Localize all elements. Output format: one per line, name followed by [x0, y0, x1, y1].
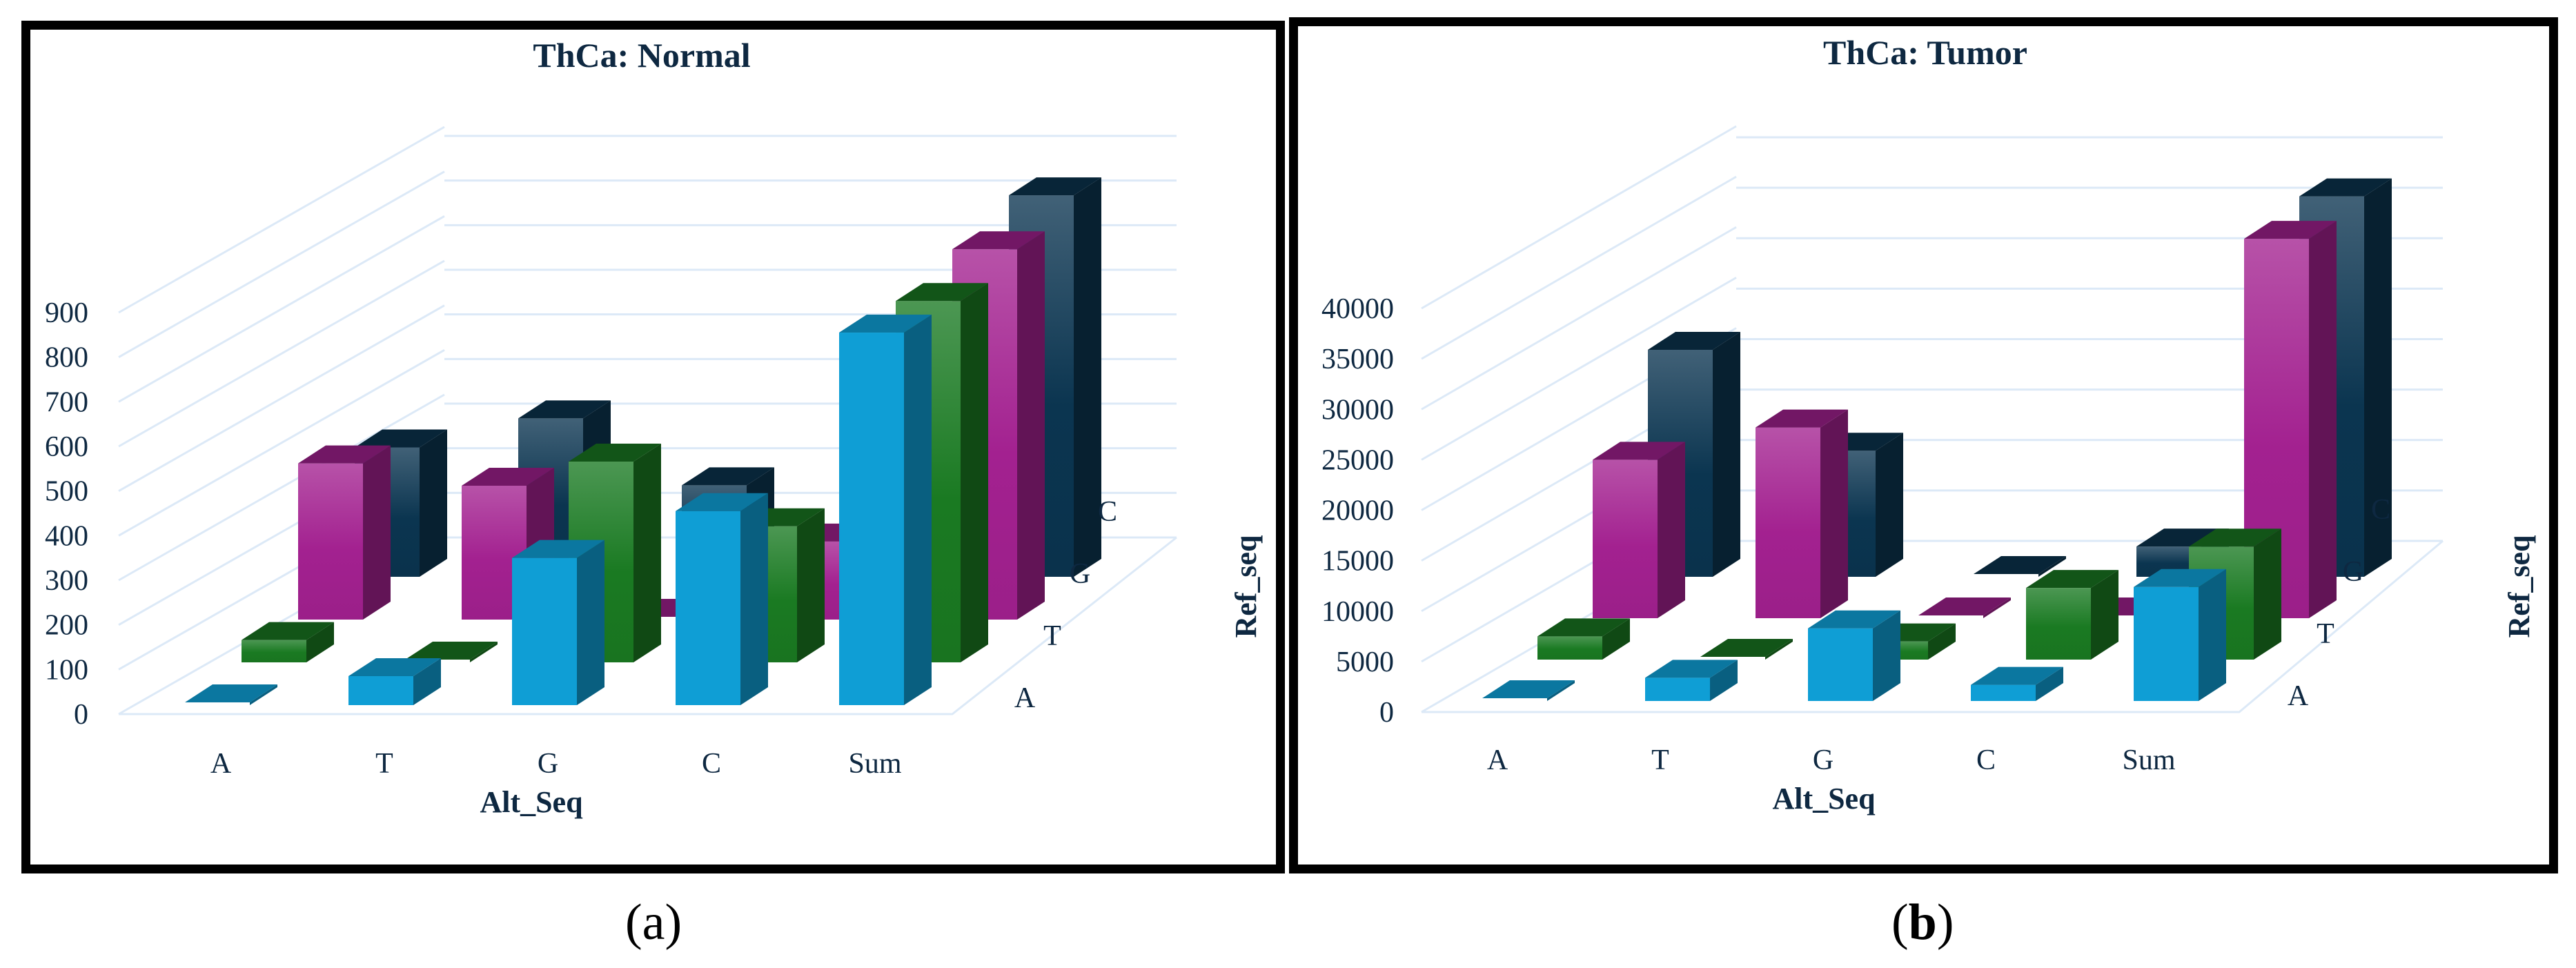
x-tick-label: Sum	[848, 748, 901, 780]
depth-tick-label: C	[2371, 494, 2390, 526]
panel-label-b: (b)	[1891, 894, 1954, 951]
bar	[1645, 660, 1738, 701]
x-axis-label: Alt_Seq	[1772, 782, 1876, 816]
x-axis-label: Alt_Seq	[480, 785, 583, 819]
y-tick-label: 900	[45, 297, 88, 329]
y-tick-label: 40000	[1321, 293, 1394, 325]
bar	[405, 642, 498, 662]
bar	[1974, 556, 2066, 577]
y-tick-label: 15000	[1321, 546, 1394, 577]
depth-tick-label: A	[1014, 682, 1036, 714]
x-axis-ticks: A T G C Sum	[210, 748, 902, 780]
chart-tumor: ThCa: Tumor 0 5000 10000 15000 20000 25000 300…	[1321, 33, 2536, 816]
x-tick-label: G	[538, 748, 558, 780]
chart-title: ThCa: Normal	[533, 36, 750, 75]
bar	[1482, 680, 1575, 701]
y-tick-label: 500	[45, 476, 88, 508]
chart-normal: ThCa: Normal 0 100 200 300 400 500 600 700 800 90…	[45, 36, 1263, 819]
x-tick-label: C	[702, 748, 721, 780]
bar	[676, 493, 768, 705]
bar	[2026, 570, 2118, 660]
depth-tick-label: G	[1070, 558, 1090, 590]
y-tick-label: 100	[45, 654, 88, 686]
x-tick-label: A	[1487, 744, 1508, 776]
y-tick-label: 400	[45, 520, 88, 552]
y-axis-ticks: 0 5000 10000 15000 20000 25000 30000 35000 40000	[1321, 293, 1394, 729]
depth-tick-label: C	[1098, 496, 1117, 528]
bars	[1482, 178, 2392, 701]
y-tick-label: 0	[74, 699, 88, 731]
x-tick-label: G	[1813, 744, 1833, 776]
bar	[1593, 442, 1685, 618]
bar	[2134, 569, 2226, 701]
bar	[242, 622, 334, 662]
bar	[298, 445, 391, 620]
y-tick-label: 20000	[1321, 495, 1394, 527]
depth-tick-label: T	[2317, 618, 2334, 650]
bars	[185, 177, 1101, 705]
y-tick-label: 0	[1379, 697, 1394, 729]
depth-tick-label: A	[2288, 680, 2309, 712]
y-tick-label: 600	[45, 431, 88, 463]
depth-tick-label: T	[1043, 620, 1061, 652]
bar	[1918, 597, 2011, 618]
panel-label-a: (a)	[625, 894, 682, 951]
x-tick-label: T	[375, 748, 393, 780]
bar	[185, 684, 277, 705]
bar	[348, 658, 441, 705]
y-tick-label: 30000	[1321, 394, 1394, 426]
bar	[512, 540, 604, 705]
x-tick-label: A	[210, 748, 232, 780]
bar	[1971, 666, 2063, 701]
x-tick-label: C	[1976, 744, 1996, 776]
depth-axis-label: Ref_seq	[2502, 535, 2536, 638]
y-axis-ticks: 0 100 200 300 400 500 600 700 800 900	[45, 297, 88, 731]
y-tick-label: 35000	[1321, 344, 1394, 375]
y-tick-label: 25000	[1321, 444, 1394, 476]
bar	[1756, 409, 1848, 618]
y-tick-label: 200	[45, 610, 88, 642]
chart-title: ThCa: Tumor	[1823, 33, 2027, 72]
y-tick-label: 700	[45, 386, 88, 418]
depth-tick-label: G	[2343, 556, 2363, 588]
y-tick-label: 5000	[1336, 646, 1394, 678]
x-tick-label: T	[1651, 744, 1669, 776]
depth-axis-label: Ref_seq	[1229, 535, 1263, 638]
x-tick-label: Sum	[2122, 744, 2175, 776]
bar	[839, 315, 932, 705]
x-axis-ticks: A T G C Sum	[1487, 744, 2176, 776]
bar	[1808, 610, 1900, 701]
bar	[1537, 618, 1630, 660]
y-tick-label: 300	[45, 565, 88, 597]
y-tick-label: 10000	[1321, 596, 1394, 628]
bar	[1700, 639, 1793, 660]
y-tick-label: 800	[45, 342, 88, 374]
